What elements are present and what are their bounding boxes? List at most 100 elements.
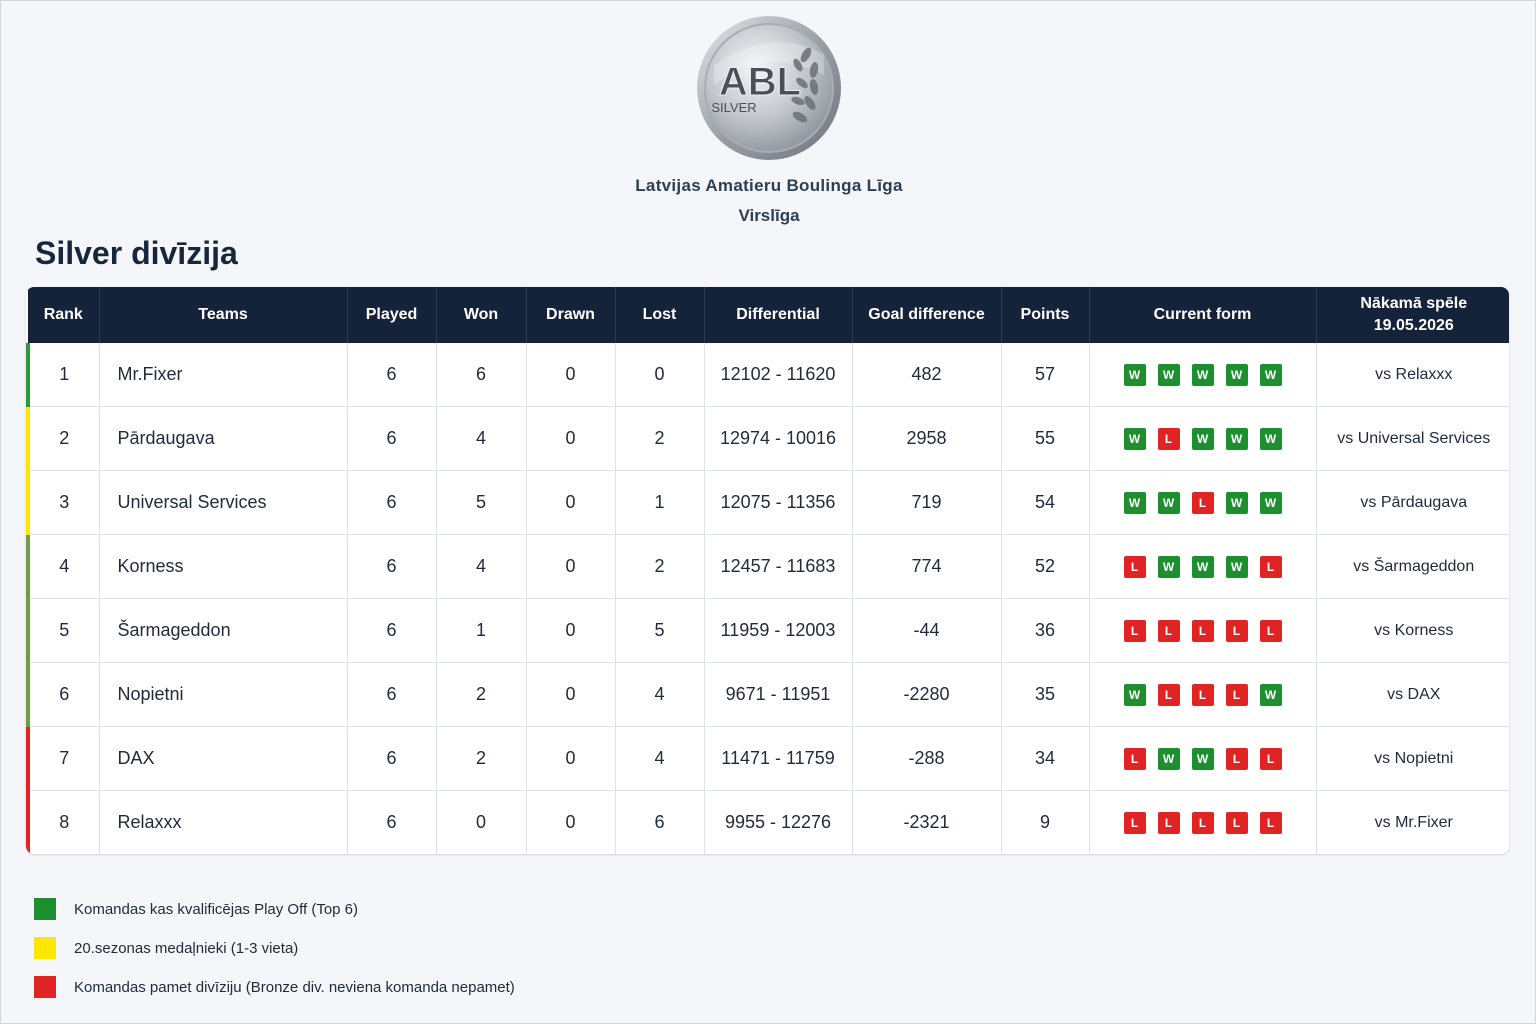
played-cell: 6 — [347, 406, 437, 471]
table-header-row: Rank Teams Played Won Drawn Lost Differe… — [28, 287, 1509, 343]
form-win-badge: W — [1123, 492, 1146, 514]
points-cell: 9 — [1001, 790, 1090, 854]
points-cell: 52 — [1001, 534, 1090, 599]
form-loss-badge: L — [1123, 620, 1146, 642]
team-name[interactable]: Universal Services — [99, 470, 348, 535]
form-loss-badge: L — [1259, 812, 1282, 834]
team-name[interactable]: Relaxxx — [99, 790, 348, 854]
col-differential[interactable]: Differential — [704, 287, 853, 343]
goal-difference-cell: -2321 — [852, 790, 1002, 854]
differential-cell: 12075 - 11356 — [704, 470, 853, 535]
rank-cell: 7 — [26, 726, 100, 791]
next-game-cell[interactable]: vs Mr.Fixer — [1374, 813, 1453, 831]
col-next-game[interactable]: Nākamā spēle 19.05.2026 — [1316, 287, 1509, 343]
rank-cell: 6 — [26, 662, 100, 727]
legend-swatch — [34, 976, 56, 998]
col-rank[interactable]: Rank — [28, 287, 100, 343]
team-name[interactable]: Mr.Fixer — [99, 343, 348, 407]
team-name[interactable]: Nopietni — [99, 662, 348, 727]
differential-cell: 9955 - 12276 — [704, 790, 853, 854]
lost-cell: 2 — [615, 534, 705, 599]
goal-difference-cell: 482 — [852, 343, 1002, 407]
col-teams[interactable]: Teams — [99, 287, 348, 343]
next-game-cell[interactable]: vs Universal Services — [1316, 406, 1509, 471]
form-loss-badge: L — [1191, 684, 1214, 706]
won-cell: 2 — [436, 662, 527, 727]
legend-swatch — [34, 898, 56, 920]
team-name[interactable]: Pārdaugava — [99, 406, 348, 471]
lost-cell: 1 — [615, 470, 705, 535]
col-goal-difference[interactable]: Goal difference — [852, 287, 1002, 343]
form-loss-badge: L — [1259, 620, 1282, 642]
col-points[interactable]: Points — [1001, 287, 1090, 343]
points-cell: 35 — [1001, 662, 1090, 727]
form-win-badge: W — [1225, 556, 1248, 578]
next-game-cell[interactable]: vs Korness — [1316, 598, 1509, 663]
form-win-badge: W — [1259, 428, 1282, 450]
table-row[interactable]: 3 Universal Services 6 5 0 1 12075 - 11356 719 5… — [26, 470, 1509, 535]
legend: Komandas kas kvalificējas Play Off (Top … — [34, 897, 515, 1014]
next-game-cell[interactable]: vs Pārdaugava — [1316, 470, 1509, 535]
legend-text: Komandas pamet divīziju (Bronze div. nev… — [74, 978, 515, 996]
team-name[interactable]: Korness — [99, 534, 348, 599]
col-drawn[interactable]: Drawn — [526, 287, 616, 343]
form-win-badge: W — [1225, 364, 1248, 386]
form-loss-badge: L — [1259, 748, 1282, 770]
differential-cell: 11471 - 11759 — [704, 726, 853, 791]
differential-cell: 12974 - 10016 — [704, 406, 853, 471]
next-game-cell[interactable]: vs Nopietni — [1316, 726, 1509, 791]
form-loss-badge: L — [1157, 812, 1180, 834]
col-next-game-date: 19.05.2026 — [1373, 317, 1454, 334]
drawn-cell: 0 — [526, 662, 616, 727]
standings-table-container: Rank Teams Played Won Drawn Lost Differe… — [26, 287, 1509, 854]
drawn-cell: 0 — [526, 343, 616, 407]
team-name[interactable]: Šarmageddon — [99, 598, 348, 663]
next-game-cell[interactable]: vs DAX — [1316, 662, 1509, 727]
col-current-form[interactable]: Current form — [1089, 287, 1317, 343]
won-cell: 4 — [436, 406, 527, 471]
played-cell: 6 — [347, 790, 437, 854]
next-game-cell[interactable]: vs Šarmageddon — [1316, 534, 1509, 599]
next-game-cell[interactable]: vs Relaxxx — [1316, 343, 1509, 407]
form-win-badge: W — [1191, 748, 1214, 770]
goal-difference-cell: -288 — [852, 726, 1002, 791]
lost-cell: 6 — [615, 790, 705, 854]
form-loss-badge: L — [1259, 556, 1282, 578]
form-win-badge: W — [1191, 364, 1214, 386]
differential-cell: 9671 - 11951 — [704, 662, 853, 727]
form-loss-badge: L — [1191, 812, 1214, 834]
form-win-badge: W — [1123, 428, 1146, 450]
goal-difference-cell: 2958 — [852, 406, 1002, 471]
lost-cell: 4 — [615, 662, 705, 727]
team-name[interactable]: DAX — [99, 726, 348, 791]
differential-cell: 12457 - 11683 — [704, 534, 853, 599]
col-lost[interactable]: Lost — [615, 287, 705, 343]
org-title: Latvijas Amatieru Boulinga Līga — [635, 176, 903, 195]
form-loss-badge: L — [1225, 748, 1248, 770]
rank-cell: 2 — [26, 406, 100, 471]
rank-cell: 8 — [26, 790, 100, 854]
form-win-badge: W — [1225, 428, 1248, 450]
played-cell: 6 — [347, 343, 437, 407]
form-loss-badge: L — [1123, 748, 1146, 770]
legend-item: 20.sezonas medaļnieki (1-3 vieta) — [34, 936, 515, 960]
lost-cell: 5 — [615, 598, 705, 663]
form-loss-badge: L — [1157, 428, 1180, 450]
col-played[interactable]: Played — [347, 287, 437, 343]
col-won[interactable]: Won — [436, 287, 527, 343]
